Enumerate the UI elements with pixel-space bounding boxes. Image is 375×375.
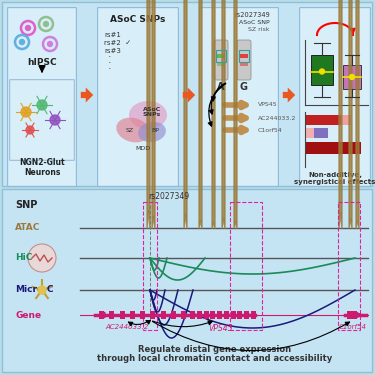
FancyBboxPatch shape <box>10 80 74 160</box>
Text: BP: BP <box>151 128 159 132</box>
Bar <box>217 62 225 66</box>
Text: ·: · <box>108 52 112 62</box>
Bar <box>143 202 157 330</box>
Text: rs2027349: rs2027349 <box>234 12 270 18</box>
Bar <box>120 311 124 319</box>
Circle shape <box>350 75 354 80</box>
Text: Gene: Gene <box>15 310 41 320</box>
Bar <box>224 311 229 319</box>
Bar <box>171 311 176 319</box>
Bar <box>130 311 135 319</box>
Bar <box>306 128 328 138</box>
Bar <box>347 311 357 319</box>
Bar <box>99 311 104 319</box>
Text: NGN2-Glut
Neurons: NGN2-Glut Neurons <box>19 158 65 177</box>
FancyBboxPatch shape <box>3 3 372 186</box>
Bar <box>240 62 248 66</box>
Text: Non-additive,
synergistical effects: Non-additive, synergistical effects <box>294 172 375 185</box>
Text: rs#1: rs#1 <box>104 32 121 38</box>
Text: Micro-C: Micro-C <box>15 285 54 294</box>
Bar <box>230 202 262 330</box>
Text: AC244033.2: AC244033.2 <box>105 324 148 330</box>
Text: VPS45: VPS45 <box>208 324 233 333</box>
FancyBboxPatch shape <box>200 8 278 186</box>
Bar <box>244 311 249 319</box>
Text: MDD: MDD <box>135 146 150 150</box>
Bar <box>239 50 249 62</box>
Bar <box>216 50 226 62</box>
Text: through local chromatin contact and accessibility: through local chromatin contact and acce… <box>98 354 333 363</box>
Bar <box>150 311 155 319</box>
Text: ·: · <box>108 64 112 74</box>
Circle shape <box>320 69 324 74</box>
Text: rs#3: rs#3 <box>104 48 121 54</box>
FancyBboxPatch shape <box>214 40 228 80</box>
Circle shape <box>20 39 24 45</box>
Circle shape <box>50 115 60 125</box>
Text: G: G <box>240 82 248 92</box>
Bar <box>181 311 186 319</box>
Text: A: A <box>217 82 225 92</box>
Text: C1orf54: C1orf54 <box>258 128 283 132</box>
Bar <box>306 115 351 125</box>
Text: SZ: SZ <box>126 128 134 132</box>
Ellipse shape <box>138 122 166 142</box>
Bar <box>306 128 314 138</box>
Circle shape <box>44 21 48 27</box>
Text: ASoC
SNPs: ASoC SNPs <box>143 106 161 117</box>
Bar <box>140 311 145 319</box>
Bar <box>210 311 215 319</box>
Bar <box>240 54 248 58</box>
Text: VPS45: VPS45 <box>258 102 278 108</box>
Text: C1orf54: C1orf54 <box>339 324 367 330</box>
Text: SNP: SNP <box>15 200 38 210</box>
Bar <box>343 65 361 89</box>
Bar <box>311 55 333 85</box>
Text: ·: · <box>108 58 112 68</box>
Text: rs#2  ✓: rs#2 ✓ <box>104 40 131 46</box>
Text: SZ risk: SZ risk <box>249 27 270 32</box>
Text: ATAC: ATAC <box>15 224 40 232</box>
Text: hIPSC: hIPSC <box>27 58 57 67</box>
Bar <box>160 311 165 319</box>
Bar <box>231 311 236 319</box>
Bar <box>338 202 360 330</box>
Circle shape <box>26 126 34 134</box>
FancyBboxPatch shape <box>237 40 251 80</box>
FancyBboxPatch shape <box>300 8 370 186</box>
Bar <box>306 142 361 154</box>
Bar <box>251 311 256 319</box>
Circle shape <box>37 100 47 110</box>
Text: rs2027349: rs2027349 <box>148 192 189 201</box>
FancyBboxPatch shape <box>98 8 178 186</box>
FancyBboxPatch shape <box>3 189 372 372</box>
Text: AC244033.2: AC244033.2 <box>258 116 296 120</box>
Bar <box>217 311 222 319</box>
Text: ASoC SNPs: ASoC SNPs <box>110 15 166 24</box>
Text: HiC: HiC <box>15 254 32 262</box>
Bar <box>204 311 209 319</box>
Bar <box>217 54 225 58</box>
Bar <box>109 311 114 319</box>
Text: Regulate distal gene expression: Regulate distal gene expression <box>138 345 292 354</box>
Circle shape <box>38 286 46 294</box>
Circle shape <box>26 26 30 30</box>
Bar <box>306 115 341 125</box>
Circle shape <box>28 244 56 272</box>
Text: ASoC SNP: ASoC SNP <box>239 20 270 25</box>
Circle shape <box>48 42 53 46</box>
Bar <box>190 311 195 319</box>
Bar <box>197 311 202 319</box>
FancyBboxPatch shape <box>8 8 76 186</box>
Bar <box>237 311 243 319</box>
Ellipse shape <box>129 101 167 129</box>
Circle shape <box>21 107 31 117</box>
Ellipse shape <box>116 118 150 142</box>
